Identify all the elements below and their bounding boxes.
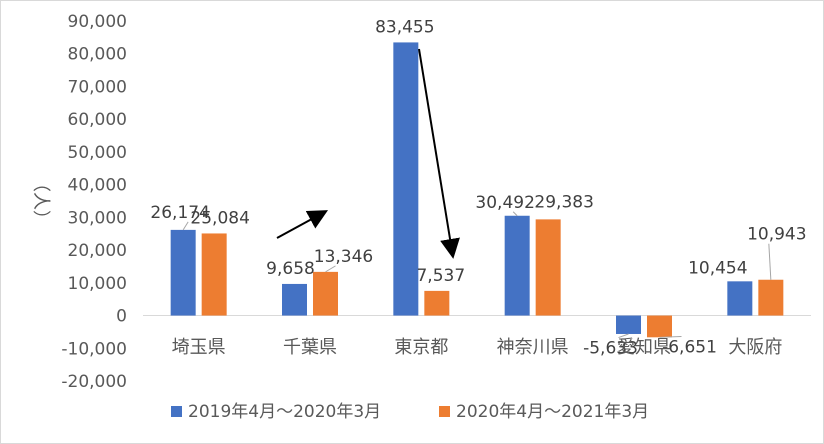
data-label: 10,943 [747,225,806,245]
data-label: 29,383 [534,192,593,212]
bar [647,315,672,338]
x-axis: 埼玉県 千葉県 東京都 神奈川県 愛知県 大阪府 [172,337,783,358]
y-tick-label: -10,000 [61,339,127,359]
data-label: 83,455 [375,17,434,37]
bar [758,279,784,316]
legend-label: 2019年4月～2020年3月 [188,402,381,422]
bars [170,42,784,338]
bar [393,42,419,316]
x-tick-label: 大阪府 [728,337,782,358]
y-tick-label: 90,000 [68,12,127,32]
y-tick-label: 20,000 [68,241,127,261]
data-label: 10,454 [688,258,747,278]
x-tick-label: 愛知県 [617,337,671,358]
legend: 2019年4月～2020年3月 2020年4月～2021年3月 [171,402,649,422]
data-label: 25,084 [190,208,249,228]
bar [504,215,530,316]
y-axis: 90,000 80,000 70,000 60,000 50,000 40,000 30,0… [61,12,127,392]
x-tick-label: 東京都 [394,337,448,358]
bar [616,315,641,334]
bar [282,283,307,316]
data-label: 26,174 [150,203,209,223]
y-axis-label: （人） [30,174,51,228]
y-tick-label: 10,000 [68,274,127,294]
y-tick-label: -20,000 [61,372,127,392]
bar [313,271,338,316]
data-label: 30,492 [475,193,534,213]
data-label: -5,633 [583,339,638,359]
data-label: 9,658 [266,259,315,279]
leader-lines [182,211,772,339]
leader-line [325,265,336,273]
legend-swatch [439,406,450,417]
leader-line [659,336,682,338]
bar [424,290,450,316]
arrow-down-tokyo [418,48,460,259]
bar [201,233,227,316]
y-tick-label: 60,000 [68,110,127,130]
bar [170,229,196,316]
data-label: 13,346 [314,247,373,267]
y-tick-label: 50,000 [68,143,127,163]
leader-line [182,221,189,231]
legend-swatch [171,406,182,417]
y-tick-label: 30,000 [68,208,127,228]
legend-label: 2020年4月～2021年3月 [456,402,649,422]
arrow-up-chiba [276,210,329,239]
x-tick-label: 埼玉県 [172,337,226,358]
x-tick-label: 神奈川県 [497,337,569,358]
leader-line [768,243,772,280]
y-tick-label: 40,000 [68,176,127,196]
y-tick-label: 70,000 [68,77,127,97]
y-tick-label: 80,000 [68,45,127,65]
bar [727,281,753,316]
data-label: 7,537 [416,266,465,286]
x-tick-label: 千葉県 [283,337,337,358]
data-label: -6,651 [662,338,717,358]
bar [535,219,561,316]
y-tick-label: 0 [116,307,127,327]
leader-line [512,211,518,217]
leader-line [618,333,629,339]
